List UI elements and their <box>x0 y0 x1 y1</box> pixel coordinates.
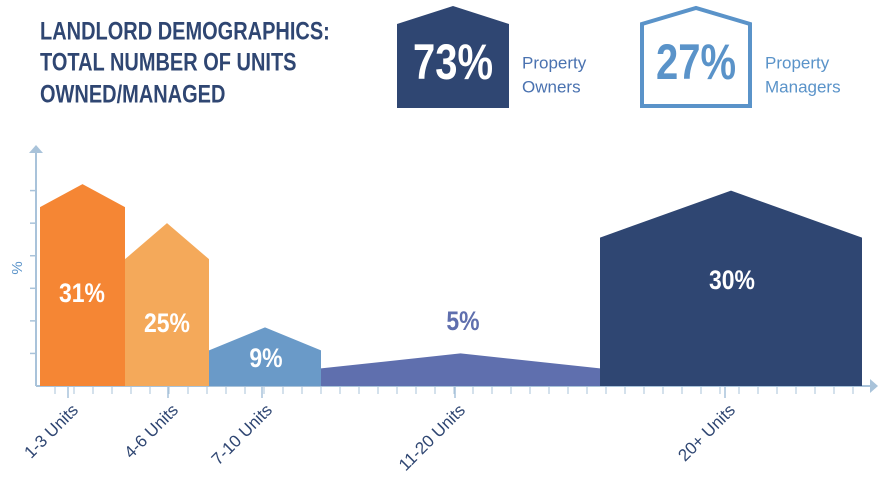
house-bar <box>600 190 862 386</box>
title-line: LANDLORD DEMOGRAPHICS: <box>40 18 330 46</box>
value-label: 30% <box>709 265 755 295</box>
badge-label: Property <box>765 53 830 72</box>
x-tick-label: 1-3 Units <box>20 401 82 463</box>
badge-label: Managers <box>765 77 841 96</box>
badge-value: 73% <box>413 34 493 90</box>
value-label: 25% <box>144 308 190 338</box>
x-tick-label: 4-6 Units <box>120 401 182 463</box>
badge-value: 27% <box>656 34 736 90</box>
badge-house <box>397 6 509 108</box>
x-tick-label: 7-10 Units <box>208 401 276 469</box>
y-axis-label: % <box>9 261 26 274</box>
badge-label: Owners <box>522 77 581 96</box>
house-bar <box>40 184 125 386</box>
title-line: TOTAL NUMBER OF UNITS <box>40 49 297 77</box>
badge-house <box>640 5 752 108</box>
x-arrow <box>870 379 878 393</box>
title-line: OWNED/MANAGED <box>40 81 225 109</box>
house-bar <box>125 223 209 386</box>
value-label: 9% <box>249 343 282 373</box>
x-tick-label: 20+ Units <box>674 401 739 466</box>
value-label: 31% <box>59 278 105 308</box>
x-tick-label: 11-20 Units <box>395 401 469 475</box>
y-arrow <box>29 145 43 153</box>
badge-label: Property <box>522 53 587 72</box>
value-label: 5% <box>446 306 479 336</box>
house-bar <box>321 353 600 386</box>
house-bar <box>209 327 321 386</box>
